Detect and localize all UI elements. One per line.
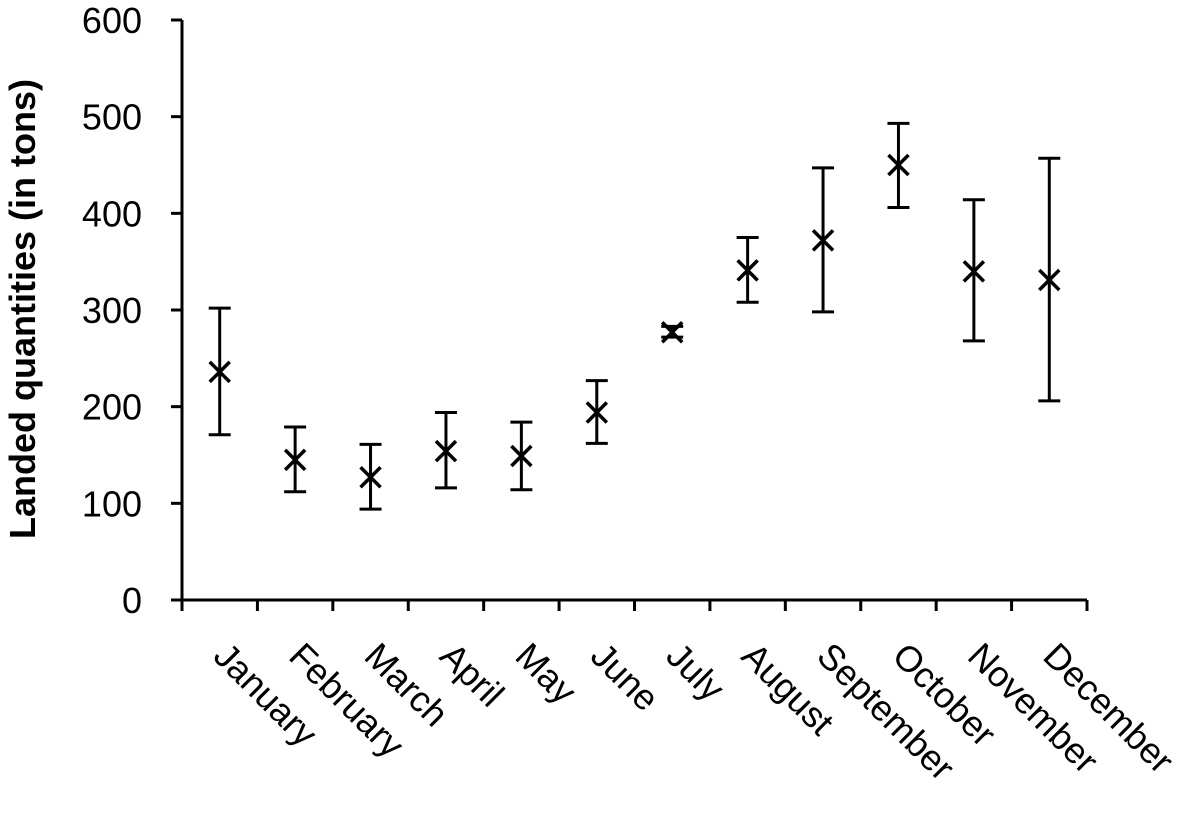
- y-tick-label: 600: [82, 0, 142, 41]
- data-point-marker: [887, 153, 910, 177]
- y-tick-label: 100: [82, 483, 142, 524]
- data-point-marker: [434, 439, 458, 463]
- marker-stroke-b: [585, 401, 609, 424]
- data-point-marker: [962, 260, 986, 283]
- marker-stroke-b: [510, 444, 533, 468]
- data-point-marker: [736, 259, 759, 282]
- y-tick-label: 400: [82, 193, 142, 234]
- data-point-marker: [283, 448, 307, 472]
- marker-stroke-b: [811, 229, 835, 252]
- data-point-marker: [1038, 268, 1061, 292]
- x-tick-label: July: [659, 635, 733, 709]
- y-axis-title: Landed quantities (in tons): [2, 79, 43, 539]
- data-point-marker: [811, 229, 835, 252]
- y-tick-label: 300: [82, 290, 142, 331]
- x-tick-label: May: [508, 635, 585, 712]
- marker-stroke-b: [1038, 268, 1061, 292]
- marker-stroke-b: [283, 448, 307, 472]
- data-point-marker: [208, 360, 231, 384]
- marker-stroke-b: [736, 259, 759, 282]
- marker-stroke-b: [887, 153, 910, 177]
- data-point-marker: [660, 320, 684, 344]
- marker-stroke-b: [208, 360, 231, 384]
- data-point-marker: [585, 401, 609, 424]
- data-point-marker: [359, 465, 382, 489]
- marker-stroke-b: [962, 260, 986, 283]
- y-tick-label: 0: [122, 580, 142, 621]
- ticks-layer: 0100200300400500600JanuaryFebruaryMarchA…: [82, 0, 1182, 788]
- marker-stroke-b: [359, 465, 382, 489]
- x-tick-label: June: [583, 635, 667, 719]
- marker-stroke-b: [660, 320, 684, 344]
- y-tick-label: 200: [82, 387, 142, 428]
- marks-layer: [208, 121, 1061, 511]
- y-tick-label: 500: [82, 97, 142, 138]
- marker-stroke-b: [434, 439, 458, 463]
- axes-layer: [180, 20, 1087, 602]
- data-point-marker: [510, 444, 533, 468]
